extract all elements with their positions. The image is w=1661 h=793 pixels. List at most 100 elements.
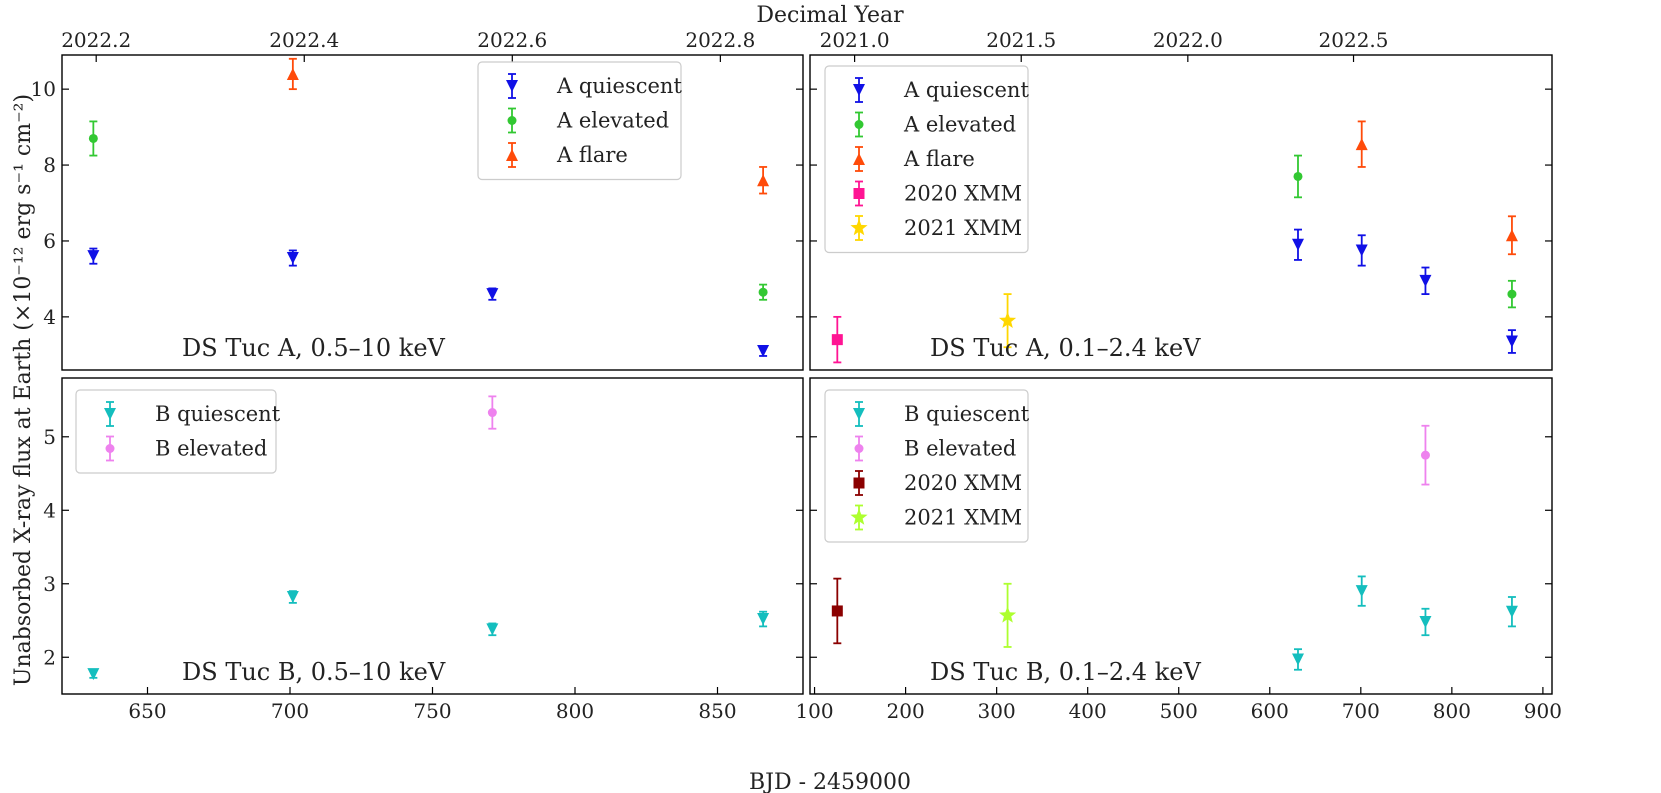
legend-marker: [104, 408, 116, 420]
panel-annotation: DS Tuc A, 0.5–10 keV: [182, 334, 446, 362]
legend-label: B quiescent: [155, 402, 281, 426]
x-tick-label: 800: [1433, 699, 1471, 723]
data-point: [286, 590, 299, 603]
legend-frame: [824, 389, 1029, 543]
legend-label: A quiescent: [556, 74, 682, 98]
top-x-tick-label: 2022.5: [1319, 28, 1389, 52]
y-axis-label: Unabsorbed X-ray flux at Earth (×10⁻¹² e…: [11, 94, 36, 686]
top-x-tick-label: 2022.0: [1153, 28, 1223, 52]
data-point: [999, 311, 1017, 328]
series-a-flare: [1355, 120, 1518, 256]
data-point: [1420, 450, 1430, 460]
legend-label: A flare: [903, 147, 975, 171]
x-tick-label: 700: [271, 699, 309, 723]
plot-frame: [809, 377, 1553, 695]
series-2021-xmm-a: [999, 293, 1017, 349]
top-x-tick-label: 2021.0: [820, 28, 890, 52]
legend-entry: A elevated: [507, 107, 669, 134]
x-tick-label: 850: [698, 699, 736, 723]
data-point: [486, 288, 499, 301]
data-point: [1505, 605, 1518, 618]
y-tick-label: 4: [43, 305, 56, 329]
top-x-tick-label: 2022.6: [477, 28, 547, 52]
series-a-quiescent: [1291, 228, 1518, 354]
data-point: [286, 67, 299, 80]
y-tick-label: 10: [31, 77, 56, 101]
legend-label: 2020 XMM: [904, 182, 1022, 206]
legend-entry: A quiescent: [853, 77, 1029, 103]
top-x-tick-label: 2021.5: [986, 28, 1056, 52]
legend-entry: 2020 XMM: [853, 180, 1022, 207]
data-point: [88, 133, 98, 143]
legend: B quiescent B elevated 2020 XMM 2021 XMM: [824, 389, 1030, 543]
y-tick-label: 3: [43, 572, 56, 596]
legend-entry: A flare: [853, 146, 975, 172]
data-point: [999, 606, 1017, 623]
plot-frame: [61, 54, 804, 371]
x-tick-label: 650: [128, 699, 166, 723]
legend-marker: [506, 149, 518, 161]
legend-marker: [853, 477, 865, 489]
panel-br: 100 200 300 400 500 600 700 800 900 DS Tuc B, 0.1…: [795, 377, 1562, 723]
x-tick-label: 100: [795, 699, 833, 723]
series-a-quiescent: [87, 247, 770, 358]
series-b-elevated: [487, 395, 497, 430]
data-point: [757, 345, 770, 358]
series-a-elevated: [88, 120, 768, 301]
legend-marker: [850, 219, 868, 236]
series-b-elevated: [1420, 424, 1430, 486]
legend-label: 2020 XMM: [904, 471, 1022, 495]
data-point: [487, 408, 497, 418]
data-point: [1355, 585, 1368, 598]
x-tick-label: 700: [1342, 699, 1380, 723]
data-point: [486, 623, 499, 636]
legend-label: B quiescent: [904, 402, 1030, 426]
legend-marker: [105, 444, 115, 453]
data-point: [758, 287, 768, 297]
legend-marker: [850, 508, 868, 525]
x-tick-label: 750: [413, 699, 451, 723]
y-tick-label: 6: [43, 229, 56, 253]
legend-entry: B elevated: [105, 435, 267, 462]
legend-label: A quiescent: [903, 78, 1029, 102]
legend: A quiescent A elevated A flare 2020 XMM 2021…: [824, 65, 1029, 254]
data-point: [831, 605, 843, 617]
legend-frame: [75, 389, 277, 474]
legend-marker: [853, 188, 865, 199]
legend-frame: [477, 61, 682, 181]
legend-marker: [506, 80, 518, 92]
data-point: [757, 613, 770, 626]
legend-marker: [507, 116, 517, 125]
legend-marker: [853, 153, 865, 165]
x-tick-label: 800: [556, 699, 594, 723]
top-x-tick-label: 2022.8: [685, 28, 755, 52]
data-point: [1419, 274, 1432, 287]
data-point: [1507, 289, 1517, 299]
y-tick-label: 2: [43, 645, 56, 669]
y-tick-label: 8: [43, 153, 56, 177]
x-tick-label: 500: [1160, 699, 1198, 723]
data-point: [87, 250, 100, 263]
legend-entry: B quiescent: [853, 401, 1030, 427]
panel-annotation: DS Tuc B, 0.5–10 keV: [182, 658, 446, 686]
data-point: [286, 252, 299, 265]
legend: A quiescent A elevated A flare: [477, 61, 682, 181]
legend-marker: [853, 84, 865, 96]
legend-entry: A elevated: [854, 111, 1016, 138]
data-point: [1291, 238, 1304, 251]
data-point: [1291, 653, 1304, 666]
series-b-quiescent: [87, 590, 770, 681]
series-2020-xmm-a: [831, 315, 843, 364]
legend-entry: 2020 XMM: [853, 470, 1022, 496]
legend-label: A elevated: [903, 113, 1016, 137]
series-2021-xmm-b: [999, 582, 1017, 648]
legend-marker: [854, 444, 864, 453]
legend-entry: B elevated: [854, 435, 1016, 462]
legend-frame: [824, 65, 1029, 254]
data-point: [1355, 138, 1368, 151]
x-tick-label: 300: [978, 699, 1016, 723]
x-tick-label: 400: [1069, 699, 1107, 723]
series-2020-xmm-b: [831, 577, 843, 645]
legend-label: A elevated: [556, 109, 669, 133]
